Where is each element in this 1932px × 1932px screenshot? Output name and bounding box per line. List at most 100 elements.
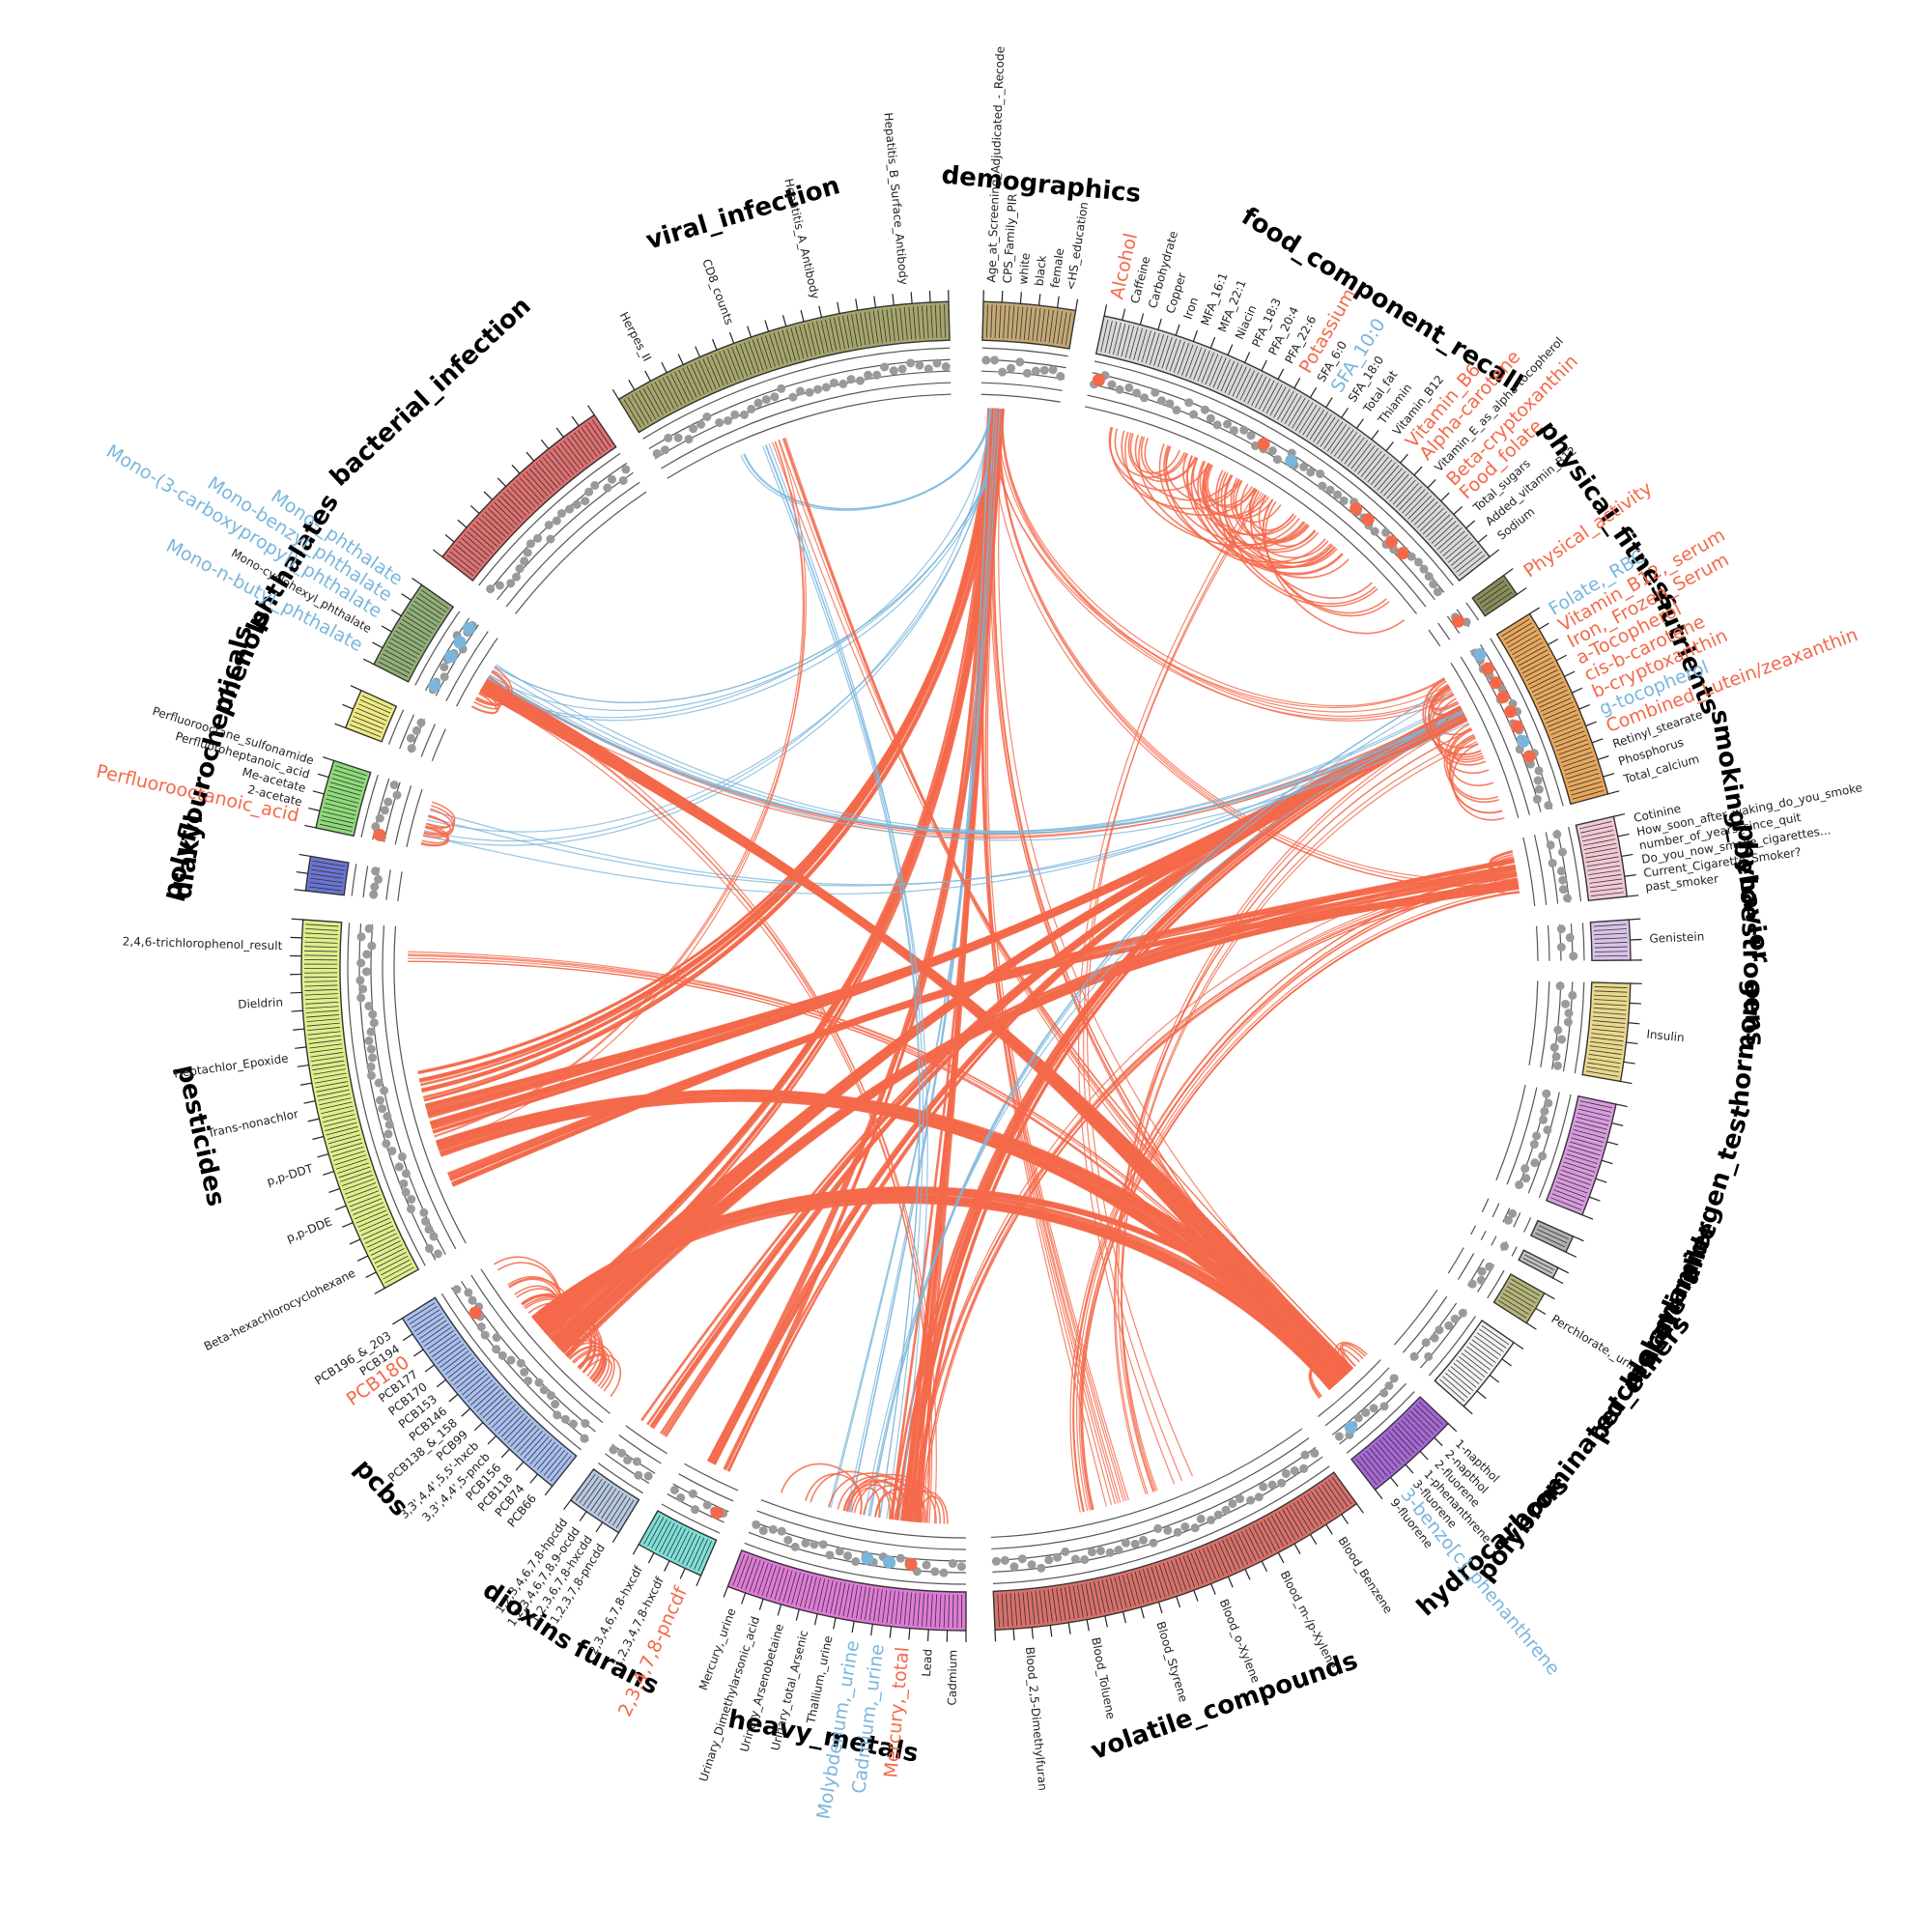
bar-hatch xyxy=(311,868,345,875)
variable-point xyxy=(1409,1351,1419,1361)
axis-tick xyxy=(1175,324,1180,336)
track-line xyxy=(1522,837,1536,907)
variable-point xyxy=(486,584,496,594)
bar-hatch xyxy=(353,1202,384,1216)
axis-tick xyxy=(412,578,422,585)
bar-hatch xyxy=(1447,541,1474,563)
variable-point xyxy=(1333,490,1343,499)
variable-point xyxy=(371,822,381,832)
bar-hatch xyxy=(1175,1558,1187,1591)
bar-hatch xyxy=(943,1594,946,1628)
axis-tick xyxy=(497,477,507,487)
association-link xyxy=(911,861,1515,1522)
bar-hatch xyxy=(1165,338,1178,370)
bar-hatch xyxy=(697,1541,712,1572)
bar-hatch xyxy=(1038,1590,1044,1624)
bar-hatch xyxy=(1118,1576,1127,1608)
bar-hatch xyxy=(1559,1173,1591,1185)
bar-hatch xyxy=(1572,1133,1605,1144)
variable-point xyxy=(1534,784,1544,794)
bar-hatch xyxy=(930,304,933,338)
association-link xyxy=(845,1480,909,1521)
variable-point xyxy=(581,1419,590,1429)
axis-tick xyxy=(1453,505,1463,515)
bar-hatch xyxy=(426,1330,454,1350)
bar-hatch xyxy=(872,310,879,344)
variable-point xyxy=(621,465,631,474)
bar-hatch xyxy=(549,451,571,478)
bar-hatch xyxy=(1413,501,1438,526)
variable-point xyxy=(1151,387,1160,397)
variable-point xyxy=(1548,859,1557,868)
variable-point xyxy=(1277,1478,1287,1488)
variable-label: <HS_education xyxy=(1064,201,1091,291)
variable-point xyxy=(369,890,379,899)
association-link xyxy=(533,1194,1338,1385)
variable-point xyxy=(1369,1404,1378,1413)
bar-hatch xyxy=(1214,1543,1229,1575)
bar-hatch xyxy=(1133,327,1144,360)
variable-point xyxy=(580,1434,589,1443)
bar-hatch xyxy=(745,1558,757,1590)
association-link xyxy=(1489,853,1518,876)
axis-tick xyxy=(1621,853,1634,858)
variable-point xyxy=(433,1249,442,1259)
bar-hatch xyxy=(769,333,781,366)
bar-hatch xyxy=(1463,1349,1491,1371)
bar-hatch xyxy=(830,1581,838,1614)
variable-point xyxy=(364,1036,374,1045)
track-line xyxy=(1470,1225,1477,1236)
bar-hatch xyxy=(366,1233,397,1248)
track-line xyxy=(399,714,415,750)
bar-hatch xyxy=(402,619,431,638)
bar-hatch xyxy=(1171,1560,1183,1592)
bar-hatch xyxy=(635,392,653,422)
axis-tick xyxy=(323,756,334,761)
axis-tick xyxy=(928,290,931,303)
bar-hatch xyxy=(1516,645,1546,663)
significant-point xyxy=(1510,720,1523,733)
bar-hatch xyxy=(330,1142,363,1153)
bar-hatch xyxy=(359,1217,390,1232)
bar-hatch xyxy=(478,518,504,541)
bar-hatch xyxy=(1377,465,1400,491)
variable-point xyxy=(1462,617,1471,627)
variable-point xyxy=(1044,1555,1054,1565)
bar-hatch xyxy=(461,537,487,560)
variable-point xyxy=(753,398,763,408)
bar-hatch xyxy=(494,501,519,526)
bar-hatch xyxy=(1590,1040,1624,1046)
axis-tick xyxy=(889,1626,893,1638)
axis-tick xyxy=(579,1511,587,1521)
track-line xyxy=(744,1542,967,1585)
axis-tick xyxy=(1341,1514,1350,1524)
bar-hatch xyxy=(855,313,863,347)
track-line xyxy=(980,382,1063,391)
bar-hatch xyxy=(429,1333,457,1354)
variable-point xyxy=(813,384,823,394)
bar-hatch xyxy=(690,1537,705,1568)
bar-hatch xyxy=(1057,311,1063,344)
variable-point xyxy=(523,548,532,557)
bar-hatch xyxy=(1003,305,1007,339)
bar-hatch xyxy=(1594,986,1628,988)
axis-tick xyxy=(677,354,684,365)
association-link xyxy=(1224,474,1377,605)
bar-hatch xyxy=(579,1476,600,1504)
track-line xyxy=(1547,924,1550,961)
significant-point xyxy=(444,650,458,664)
bar-hatch xyxy=(1023,306,1028,340)
bar-hatch xyxy=(539,459,561,486)
track-line xyxy=(1393,1289,1438,1346)
bar-hatch xyxy=(464,534,490,556)
bar-hatch xyxy=(757,1562,769,1595)
axis-tick xyxy=(1019,292,1022,304)
track-line xyxy=(1562,981,1574,1072)
bar-hatch xyxy=(475,521,501,544)
bar-hatch xyxy=(1357,447,1379,475)
bar-hatch xyxy=(317,1089,350,1097)
bar-hatch xyxy=(1247,374,1264,405)
axis-tick xyxy=(1564,670,1576,677)
axis-tick xyxy=(1571,687,1583,694)
variable-point xyxy=(1009,1562,1019,1572)
